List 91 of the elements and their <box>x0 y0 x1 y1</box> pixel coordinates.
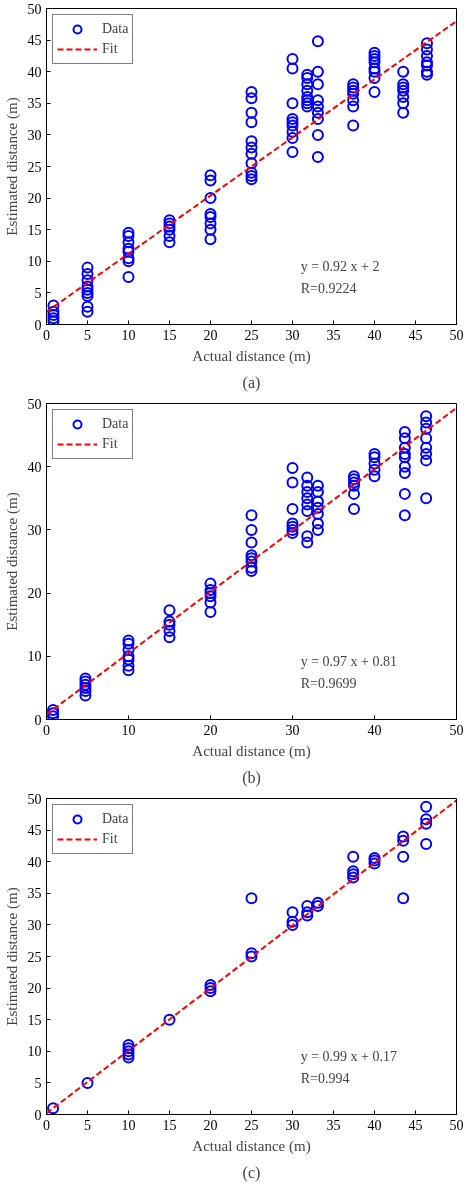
x-axis-title: Actual distance (m) <box>192 347 311 365</box>
y-tick-label: 15 <box>27 1012 42 1028</box>
y-tick-label: 50 <box>27 396 42 412</box>
y-tick-label: 25 <box>27 159 42 175</box>
y-tick-label: 10 <box>27 649 42 665</box>
x-tick-label: 40 <box>367 722 382 738</box>
point <box>204 978 217 991</box>
x-tick-label: 5 <box>84 1117 91 1133</box>
x-tick-label: 50 <box>449 1117 464 1133</box>
x-tick-label: 15 <box>162 1117 177 1133</box>
y-tick-label: 0 <box>34 1107 42 1123</box>
y-tick-label: 30 <box>27 522 42 538</box>
point <box>81 1076 94 1089</box>
annotation: y = 0.99 x + 0.17 <box>300 1048 397 1064</box>
point <box>420 800 433 813</box>
y-tick-label: 40 <box>27 459 42 475</box>
y-tick-label: 0 <box>34 712 42 728</box>
x-tick-label: 50 <box>449 327 464 343</box>
x-tick-label: 30 <box>285 327 300 343</box>
y-tick-label: 5 <box>34 285 42 301</box>
annotation: y = 0.92 x + 2 <box>300 258 380 274</box>
x-tick-label: 45 <box>408 327 423 343</box>
y-tick-label: 30 <box>27 127 42 143</box>
y-tick-label: 25 <box>27 949 42 965</box>
y-tick-label: 15 <box>27 222 42 238</box>
point <box>397 850 410 863</box>
x-tick-label: 20 <box>203 1117 218 1133</box>
x-tick-label: 30 <box>285 1117 300 1133</box>
y-tick-label: 20 <box>27 586 42 602</box>
x-tick-label: 40 <box>367 1117 382 1133</box>
y-tick-label: 5 <box>34 1075 42 1091</box>
y-tick-label: 50 <box>27 1 42 17</box>
y-tick-label: 20 <box>27 981 42 997</box>
point <box>47 1102 60 1115</box>
annotation: R=0.994 <box>300 1071 350 1087</box>
y-tick-label: 50 <box>27 791 42 807</box>
y-tick-label: 45 <box>27 33 42 49</box>
x-tick-label: 30 <box>285 722 300 738</box>
x-tick-label: 10 <box>121 1117 136 1133</box>
point <box>397 834 410 847</box>
point <box>420 838 433 850</box>
point <box>347 850 360 863</box>
x-tick-label: 20 <box>203 327 218 343</box>
y-axis-title: Estimated distance (m) <box>3 492 21 631</box>
y-tick-label: 35 <box>27 886 42 902</box>
x-tick-label: 10 <box>121 722 136 738</box>
legend-label: Fit <box>102 436 119 452</box>
annotation: y = 0.97 x + 0.81 <box>300 653 397 669</box>
point <box>397 892 410 905</box>
y-tick-label: 10 <box>27 254 42 270</box>
x-tick-label: 35 <box>326 327 341 343</box>
y-axis-title: Estimated distance (m) <box>3 97 21 236</box>
x-tick-label: 35 <box>326 1117 341 1133</box>
x-tick-label: 50 <box>449 722 464 738</box>
legend-label: Fit <box>102 831 119 847</box>
legend-label: Fit <box>102 41 119 57</box>
x-tick-label: 15 <box>162 327 177 343</box>
text: (c) <box>242 1163 261 1182</box>
point <box>420 813 433 826</box>
y-tick-label: 10 <box>27 1044 42 1060</box>
y-axis-title: Estimated distance (m) <box>3 887 21 1026</box>
point <box>397 830 410 843</box>
x-tick-label: 40 <box>367 327 382 343</box>
x-axis-title: Actual distance (m) <box>192 1137 311 1155</box>
point <box>245 892 258 905</box>
legend-label: Data <box>102 811 129 827</box>
y-tick-label: 45 <box>27 823 42 839</box>
x-tick-label: 25 <box>244 1117 259 1133</box>
x-tick-label: 5 <box>84 327 91 343</box>
annotation: R=0.9224 <box>300 281 357 297</box>
point <box>122 1038 135 1051</box>
x-tick-label: 20 <box>203 722 218 738</box>
y-tick-label: 40 <box>27 854 42 870</box>
annotation: R=0.9699 <box>300 676 357 692</box>
y-tick-label: 30 <box>27 917 42 933</box>
point <box>286 906 299 919</box>
x-tick-label: 25 <box>244 327 259 343</box>
text: (a) <box>242 373 261 392</box>
legend-label: Data <box>102 416 129 432</box>
y-tick-label: 35 <box>27 96 42 112</box>
x-tick-label: 10 <box>121 327 136 343</box>
y-tick-label: 20 <box>27 191 42 207</box>
y-tick-label: 0 <box>34 317 42 333</box>
x-tick-label: 45 <box>408 1117 423 1133</box>
point <box>420 817 433 830</box>
text: (b) <box>242 768 261 787</box>
x-axis-title: Actual distance (m) <box>192 742 311 760</box>
y-tick-label: 40 <box>27 64 42 80</box>
point <box>301 899 314 912</box>
point <box>163 1013 176 1026</box>
legend-label: Data <box>102 21 129 37</box>
